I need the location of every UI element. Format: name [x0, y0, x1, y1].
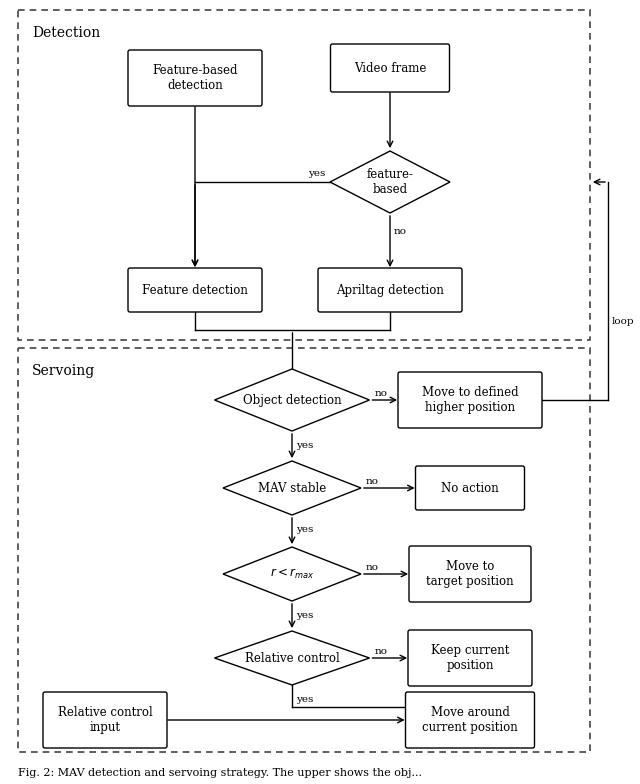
Text: Detection: Detection — [32, 26, 100, 40]
Polygon shape — [214, 631, 369, 685]
Text: Apriltag detection: Apriltag detection — [336, 284, 444, 296]
FancyBboxPatch shape — [398, 372, 542, 428]
FancyBboxPatch shape — [43, 692, 167, 748]
Text: Video frame: Video frame — [354, 61, 426, 74]
Text: loop: loop — [612, 317, 635, 325]
FancyBboxPatch shape — [415, 466, 525, 510]
Text: Relative control
input: Relative control input — [58, 706, 152, 734]
Text: Feature-based
detection: Feature-based detection — [152, 64, 237, 92]
Text: no: no — [366, 477, 379, 485]
FancyBboxPatch shape — [318, 268, 462, 312]
Text: yes: yes — [308, 169, 325, 178]
Text: Feature detection: Feature detection — [142, 284, 248, 296]
Text: Move around
current position: Move around current position — [422, 706, 518, 734]
Text: yes: yes — [296, 695, 314, 704]
Text: MAV stable: MAV stable — [258, 481, 326, 495]
FancyBboxPatch shape — [330, 44, 449, 92]
Polygon shape — [214, 369, 369, 431]
Text: no: no — [374, 389, 387, 397]
Text: yes: yes — [296, 441, 314, 449]
Text: Fig. 2: MAV detection and servoing strategy. The upper shows the obj...: Fig. 2: MAV detection and servoing strat… — [18, 768, 422, 778]
Text: $r < r_{max}$: $r < r_{max}$ — [270, 567, 314, 581]
Text: feature-
based: feature- based — [367, 168, 413, 196]
Text: no: no — [366, 562, 379, 572]
Text: No action: No action — [441, 481, 499, 495]
Polygon shape — [330, 151, 450, 213]
Text: Servoing: Servoing — [32, 364, 95, 378]
Text: yes: yes — [296, 524, 314, 533]
Text: Move to defined
higher position: Move to defined higher position — [422, 386, 518, 414]
FancyBboxPatch shape — [409, 546, 531, 602]
FancyBboxPatch shape — [128, 50, 262, 106]
Text: no: no — [394, 227, 407, 235]
Text: yes: yes — [296, 611, 314, 619]
Text: Keep current
position: Keep current position — [431, 644, 509, 672]
Text: Move to
target position: Move to target position — [426, 560, 514, 588]
Polygon shape — [223, 461, 361, 515]
FancyBboxPatch shape — [406, 692, 534, 748]
Text: no: no — [374, 647, 387, 655]
Text: Relative control: Relative control — [244, 652, 339, 665]
Text: Object detection: Object detection — [243, 394, 341, 406]
FancyBboxPatch shape — [128, 268, 262, 312]
Polygon shape — [223, 547, 361, 601]
FancyBboxPatch shape — [408, 630, 532, 686]
